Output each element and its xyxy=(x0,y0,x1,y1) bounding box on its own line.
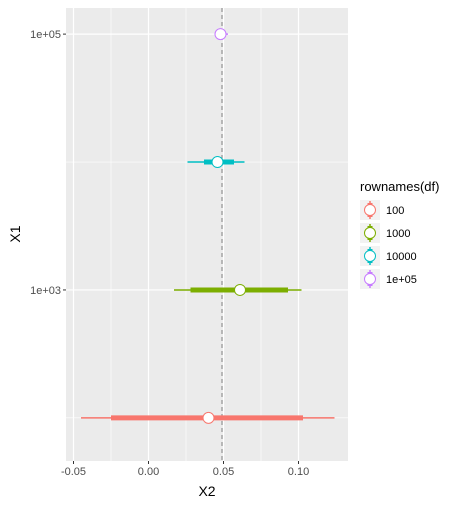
series-10000 xyxy=(187,156,245,169)
legend-key-point-100 xyxy=(364,204,376,216)
x-tick-label: 0.00 xyxy=(138,466,159,478)
y-tick-label: 1e+03 xyxy=(30,285,61,297)
legend-item: 1e+05 xyxy=(360,269,417,289)
point-estimate-100 xyxy=(202,411,215,424)
legend-item: 1000 xyxy=(360,223,410,243)
legend-key-point-1e+05 xyxy=(364,273,376,285)
y-axis-title: X1 xyxy=(7,225,23,242)
legend-item: 10000 xyxy=(360,246,417,266)
series-layer xyxy=(81,28,335,424)
series-1e+05 xyxy=(214,28,228,41)
legend-label: 1000 xyxy=(386,228,410,240)
legend: rownames(df) 100 1000 10000 1e+05 xyxy=(360,179,439,289)
legend-title: rownames(df) xyxy=(360,179,439,194)
x-axis-title: X2 xyxy=(198,483,215,499)
x-tick-label: 0.05 xyxy=(213,466,234,478)
legend-label: 100 xyxy=(386,205,404,217)
legend-key-point-1000 xyxy=(364,227,376,239)
legend-label: 1e+05 xyxy=(386,274,417,286)
legend-item: 100 xyxy=(360,200,404,220)
point-estimate-1000 xyxy=(234,283,246,296)
series-1000 xyxy=(174,283,302,296)
legend-label: 10000 xyxy=(386,251,417,263)
x-tick-label: -0.05 xyxy=(61,466,86,478)
panel-background xyxy=(66,8,348,461)
x-tick-label: 0.10 xyxy=(288,466,309,478)
y-tick-label: 1e+05 xyxy=(30,29,61,41)
point-estimate-1e+05 xyxy=(214,28,227,41)
legend-key-point-10000 xyxy=(364,250,376,262)
series-100 xyxy=(81,411,335,424)
point-estimate-10000 xyxy=(211,156,224,169)
axis-layer: -0.05 0.00 0.05 0.10 1e+03 1e+05 xyxy=(30,29,309,478)
